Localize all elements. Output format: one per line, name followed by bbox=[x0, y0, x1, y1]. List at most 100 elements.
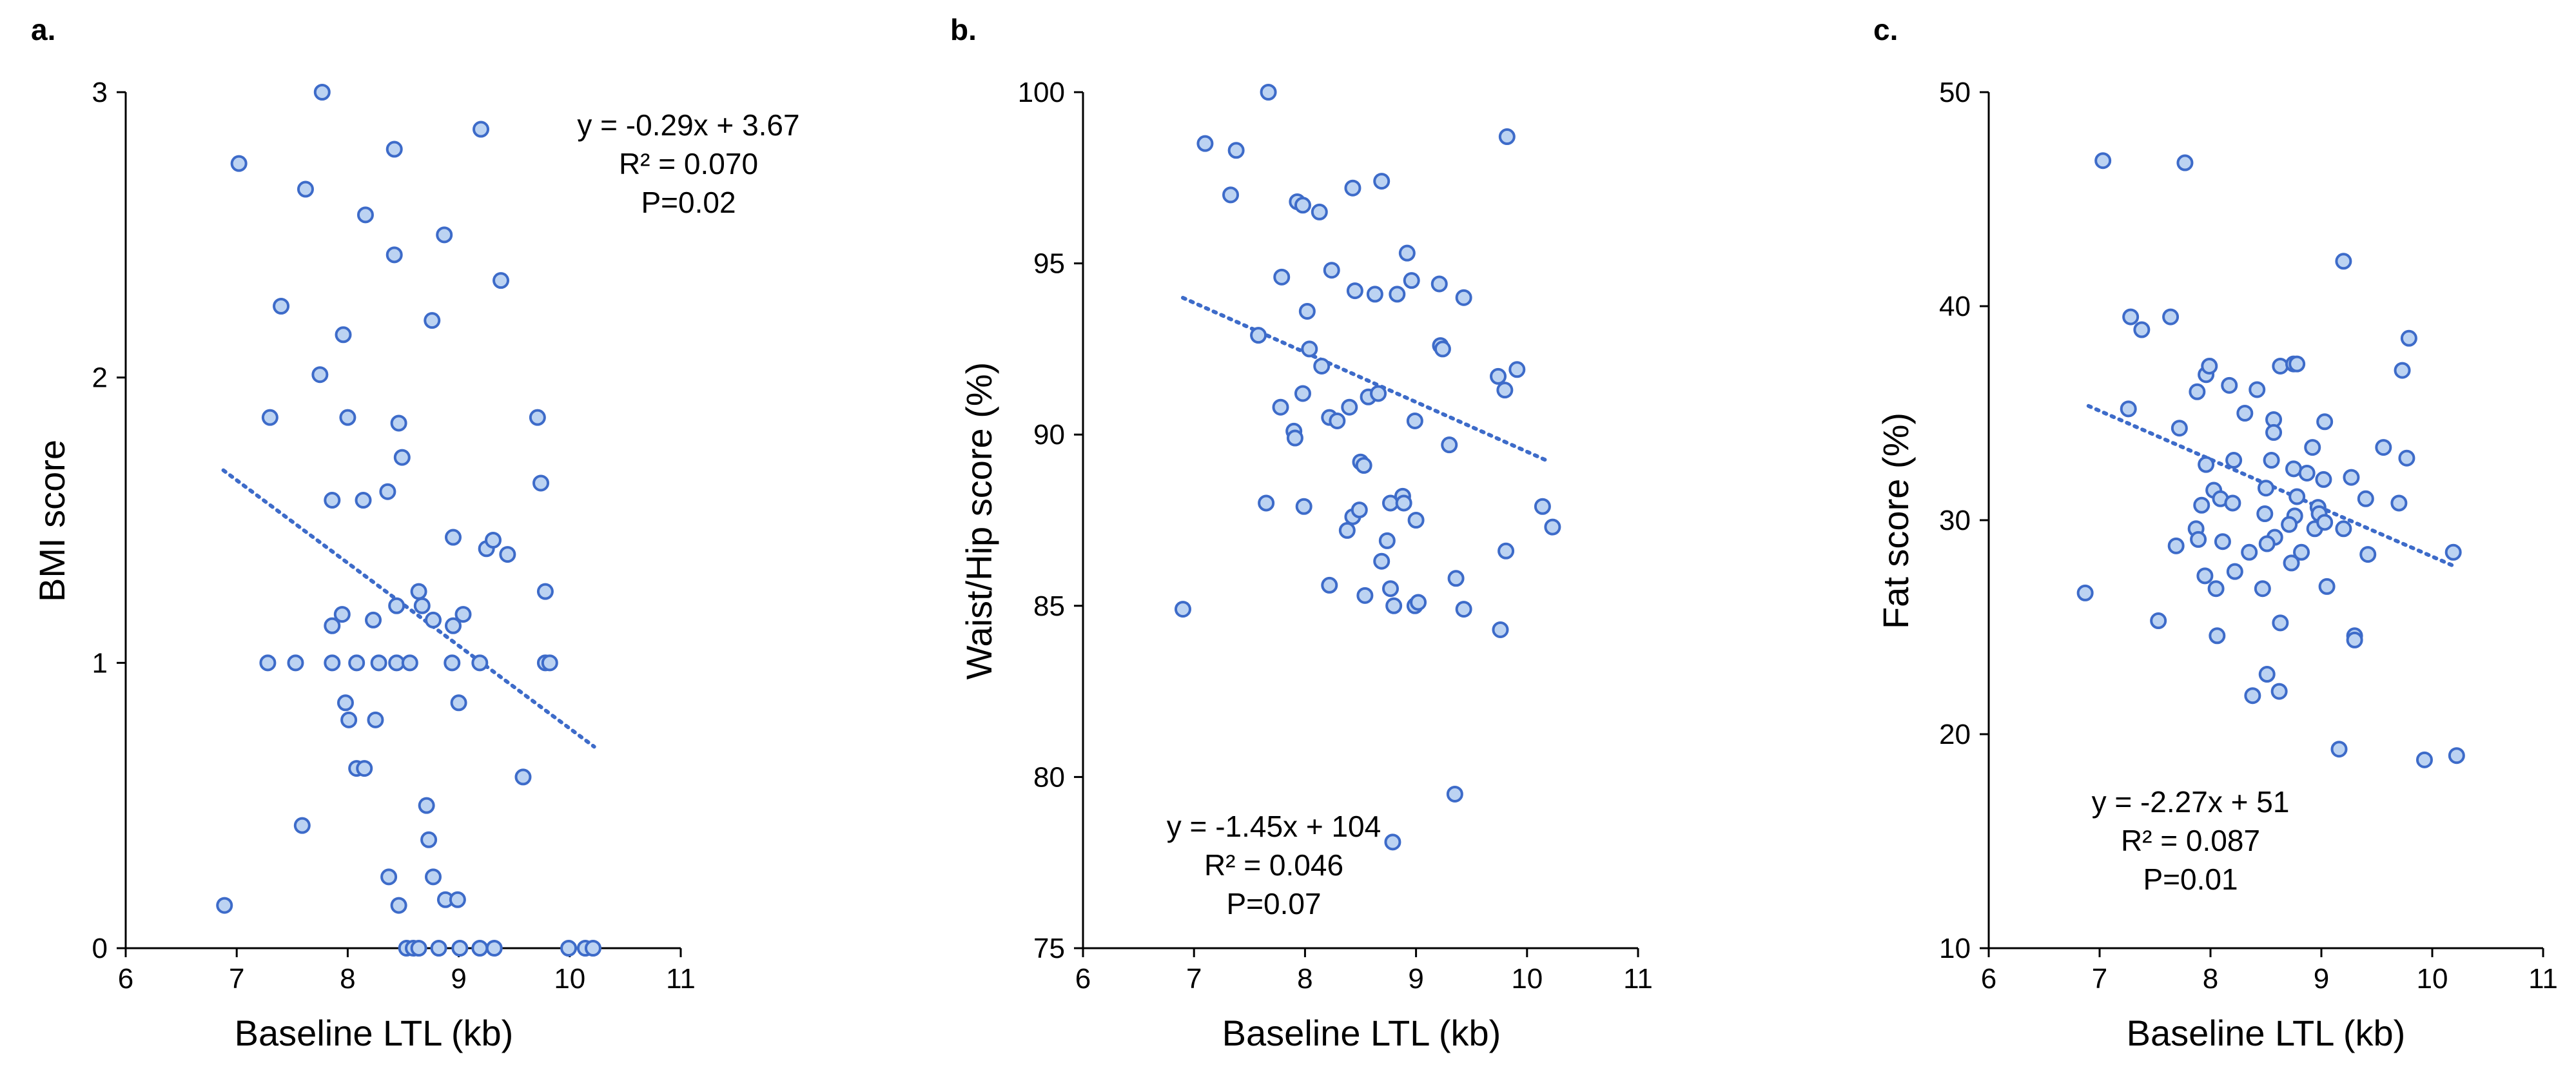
p-value-label: P=0.01 bbox=[2143, 862, 2238, 896]
data-point bbox=[393, 449, 411, 466]
data-point bbox=[1430, 275, 1448, 293]
data-point bbox=[536, 583, 554, 600]
data-point bbox=[2415, 751, 2433, 768]
data-point bbox=[2193, 496, 2210, 514]
data-point bbox=[2283, 554, 2300, 572]
data-point bbox=[385, 141, 403, 158]
data-points bbox=[1174, 84, 1561, 851]
data-point bbox=[1311, 203, 1328, 220]
panel-a-bmi-scatter: a. Baseline LTL (kb) BMI score y = -0.29… bbox=[31, 13, 800, 1053]
x-axis-label: Baseline LTL (kb) bbox=[2127, 1013, 2406, 1053]
panel-letter: c. bbox=[1873, 13, 1898, 46]
axes: 6 7 8 9 10 11 75 80 85 90 95 100 bbox=[1018, 77, 1653, 995]
data-point bbox=[1370, 385, 1387, 402]
data-point bbox=[424, 611, 442, 628]
data-point bbox=[356, 760, 373, 777]
data-points bbox=[2076, 152, 2465, 768]
regression-equation: y = -2.27x + 51 bbox=[2092, 785, 2290, 819]
data-point bbox=[2201, 357, 2218, 375]
x-tick-label: 9 bbox=[1408, 963, 1423, 995]
data-point bbox=[2189, 383, 2206, 400]
y-tick-label: 85 bbox=[1033, 590, 1065, 622]
x-tick-label: 6 bbox=[1075, 963, 1091, 995]
data-point bbox=[485, 940, 503, 957]
data-point bbox=[1258, 494, 1275, 512]
y-tick-label: 30 bbox=[1939, 505, 1971, 536]
data-point bbox=[380, 868, 398, 886]
y-tick-label: 75 bbox=[1033, 933, 1065, 964]
data-point bbox=[390, 897, 407, 914]
y-tick-label: 2 bbox=[92, 362, 108, 394]
data-point bbox=[2226, 563, 2243, 580]
data-point bbox=[560, 940, 578, 957]
data-point bbox=[1446, 785, 1463, 803]
data-point bbox=[436, 226, 453, 244]
data-point bbox=[1508, 361, 1526, 378]
data-point bbox=[2318, 578, 2336, 595]
data-point bbox=[1227, 142, 1245, 159]
y-tick-label: 100 bbox=[1018, 77, 1065, 108]
data-point bbox=[370, 654, 387, 672]
data-point bbox=[339, 409, 356, 426]
data-point bbox=[324, 654, 341, 672]
data-point bbox=[444, 654, 461, 672]
data-point bbox=[1434, 340, 1451, 358]
data-point bbox=[410, 583, 427, 600]
x-tick-label: 6 bbox=[1981, 963, 1996, 995]
data-point bbox=[348, 654, 366, 672]
data-point bbox=[356, 206, 374, 224]
data-point bbox=[2225, 452, 2243, 469]
data-point bbox=[367, 711, 384, 728]
data-point bbox=[1295, 498, 1312, 515]
y-tick-label: 10 bbox=[1939, 933, 1971, 964]
data-point bbox=[1384, 833, 1401, 851]
data-point bbox=[2120, 400, 2137, 418]
x-tick-label: 7 bbox=[2092, 963, 2107, 995]
data-point bbox=[216, 897, 233, 914]
data-point bbox=[1498, 128, 1516, 146]
data-point bbox=[1323, 262, 1340, 279]
y-tick-label: 80 bbox=[1033, 761, 1065, 793]
data-point bbox=[2171, 420, 2188, 437]
data-point bbox=[424, 868, 442, 886]
data-point bbox=[2244, 687, 2261, 705]
data-point bbox=[1313, 357, 1331, 375]
data-point bbox=[2258, 480, 2274, 497]
y-tick-label: 50 bbox=[1939, 77, 1971, 108]
trendline bbox=[1180, 295, 1552, 464]
data-point bbox=[2316, 413, 2334, 431]
data-point bbox=[2221, 376, 2238, 394]
data-point bbox=[1381, 580, 1399, 598]
data-point bbox=[385, 246, 403, 264]
x-tick-label: 11 bbox=[666, 963, 696, 995]
data-point bbox=[541, 654, 558, 672]
data-point bbox=[413, 597, 431, 614]
data-point bbox=[1286, 429, 1303, 447]
data-point bbox=[2249, 381, 2266, 398]
data-point bbox=[2394, 362, 2411, 379]
data-point bbox=[1441, 436, 1458, 454]
data-point bbox=[1196, 135, 1214, 152]
data-point bbox=[1455, 289, 1472, 306]
data-point bbox=[484, 531, 502, 549]
panel-c-fat-scatter: c. Baseline LTL (kb) Fat score (%) y = -… bbox=[1873, 13, 2558, 1053]
data-point bbox=[449, 891, 466, 908]
x-axis-label: Baseline LTL (kb) bbox=[235, 1013, 514, 1053]
data-point bbox=[1373, 173, 1390, 190]
data-points bbox=[216, 84, 601, 957]
data-point bbox=[324, 617, 341, 634]
data-point bbox=[2335, 253, 2352, 270]
x-tick-label: 8 bbox=[2203, 963, 2218, 995]
y-tick-label: 95 bbox=[1033, 248, 1065, 280]
data-point bbox=[1294, 197, 1311, 214]
data-point bbox=[401, 654, 418, 672]
data-point bbox=[2207, 580, 2225, 598]
data-point bbox=[1492, 621, 1509, 638]
data-point bbox=[2343, 469, 2360, 486]
data-point bbox=[450, 694, 467, 712]
data-point bbox=[230, 155, 248, 172]
data-point bbox=[1403, 272, 1420, 289]
data-point bbox=[340, 711, 358, 728]
data-point bbox=[2444, 543, 2462, 561]
